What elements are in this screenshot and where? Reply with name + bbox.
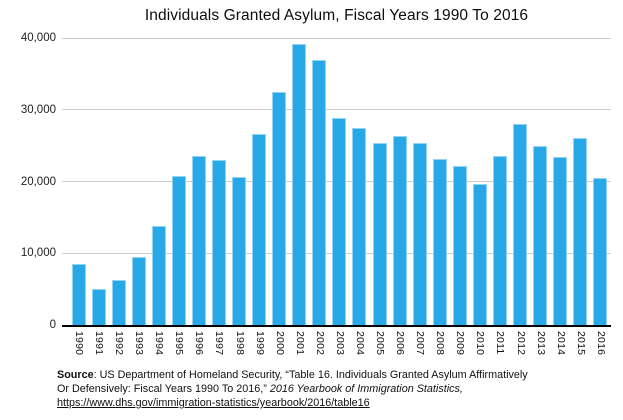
source-line-3: https://www.dhs.gov/immigration-statisti… [57,396,613,410]
source-text-segment: : US Department of Homeland Security, “T… [93,369,528,381]
bar-2014 [553,157,568,325]
bar-1998 [232,177,247,325]
source-text-segment: Source [57,369,94,381]
x-tick-label-2013: 2013 [534,331,547,356]
bar-1995 [171,176,186,325]
x-tick-label-2007: 2007 [414,331,427,356]
y-tick-label-0: 0 [49,319,56,331]
bar-1999 [252,134,267,325]
x-tick-label-2004: 2004 [353,331,366,356]
x-tick-label-2009: 2009 [454,331,467,356]
x-tick-label-2008: 2008 [434,331,447,356]
y-tick-label-30000: 30,000 [20,103,56,116]
bar-2002 [312,59,327,325]
bar-2011 [492,156,507,325]
x-tick-label-2010: 2010 [474,331,487,356]
bar-2015 [573,138,588,325]
bar-2008 [432,159,447,325]
bar-2003 [332,118,347,325]
source-note: Source: US Department of Homeland Securi… [57,368,613,410]
bar-1994 [151,226,166,325]
x-tick-label-1992: 1992 [113,331,126,356]
x-tick-label-1997: 1997 [213,331,226,356]
bar-2010 [472,183,487,325]
x-tick-label-2015: 2015 [574,331,587,356]
bar-1993 [131,256,146,325]
bar-2000 [272,91,287,325]
bar-2001 [292,43,307,325]
bar-1990 [71,264,86,325]
gridline-40000 [62,37,611,39]
source-line-2: Or Defensively: Fiscal Years 1990 To 201… [57,382,613,396]
bar-2016 [593,177,608,325]
bar-2006 [392,136,407,325]
bar-1991 [91,289,106,325]
x-tick-label-2001: 2001 [293,331,306,356]
x-tick-label-1990: 1990 [73,331,85,356]
source-line-1: Source: US Department of Homeland Securi… [57,368,613,382]
bar-2004 [352,128,367,325]
bar-1997 [211,159,226,325]
x-tick-label-2011: 2011 [494,331,507,355]
x-tick-label-1995: 1995 [173,331,186,356]
x-tick-label-1994: 1994 [153,331,166,356]
source-text-segment: Or Defensively: Fiscal Years 1990 To 201… [57,383,270,395]
x-tick-label-2002: 2002 [313,331,326,356]
chart-title: Individuals Granted Asylum, Fiscal Years… [144,7,529,24]
bar-2005 [372,143,387,325]
bar-2009 [452,165,467,325]
source-text-segment: 2016 Yearbook of Immigration Statistics, [269,383,463,395]
gridline-30000 [62,109,611,111]
x-tick-label-2000: 2000 [273,331,286,356]
x-tick-label-1991: 1991 [93,331,106,356]
source-url-link[interactable]: https://www.dhs.gov/immigration-statisti… [57,397,370,409]
bar-2012 [513,124,528,325]
x-tick-label-1999: 1999 [253,331,266,356]
bar-2007 [412,143,427,325]
x-tick-label-2003: 2003 [333,331,346,356]
bar-1992 [111,279,126,325]
bar-1996 [191,156,206,325]
x-tick-label-2006: 2006 [394,331,407,356]
x-tick-label-1998: 1998 [233,331,246,356]
y-tick-label-40000: 40,000 [20,32,56,44]
bar-2013 [533,145,548,325]
x-tick-label-2016: 2016 [594,331,607,356]
x-tick-label-1996: 1996 [193,331,206,356]
plot-area [62,37,611,327]
x-tick-label-1993: 1993 [133,331,146,356]
x-tick-label-2012: 2012 [514,331,527,356]
x-tick-label-2014: 2014 [554,331,567,356]
y-tick-label-20000: 20,000 [20,175,56,188]
x-tick-label-2005: 2005 [374,331,387,356]
y-tick-label-10000: 10,000 [20,247,56,260]
